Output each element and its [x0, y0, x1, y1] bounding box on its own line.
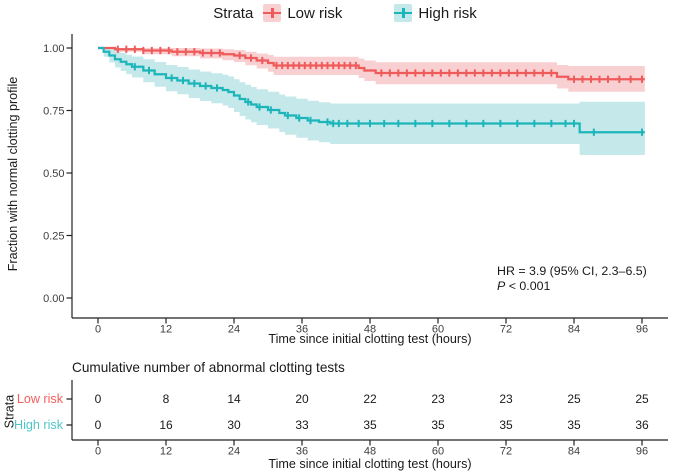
- svg-text:72: 72: [500, 324, 512, 336]
- svg-text:36: 36: [296, 446, 308, 458]
- svg-text:35: 35: [499, 418, 513, 432]
- risk-table-strata-axis-title: Strata: [2, 394, 17, 429]
- svg-text:12: 12: [160, 446, 172, 458]
- svg-text:35: 35: [567, 418, 581, 432]
- risk-table-row-ticks: [66, 398, 72, 426]
- svg-text:22: 22: [363, 392, 377, 406]
- risk-table-title: Cumulative number of abnormal clotting t…: [72, 360, 345, 375]
- hr-annotation: HR = 3.9 (95% CI, 2.3–6.5) P < 0.001: [497, 264, 647, 294]
- svg-text:96: 96: [636, 446, 648, 458]
- svg-text:33: 33: [295, 418, 309, 432]
- svg-text:72: 72: [500, 446, 512, 458]
- x-axis-title: Time since initial clotting test (hours): [268, 332, 472, 346]
- legend-item-low-risk[interactable]: Low risk: [263, 4, 342, 22]
- svg-text:48: 48: [364, 324, 376, 336]
- svg-text:0.75: 0.75: [43, 106, 64, 118]
- svg-text:84: 84: [568, 446, 580, 458]
- svg-text:25: 25: [567, 392, 581, 406]
- legend-item-label: Low risk: [287, 4, 343, 22]
- svg-text:35: 35: [431, 418, 445, 432]
- censor-ticks-low-risk: [116, 45, 643, 83]
- legend-item-label: High risk: [418, 4, 477, 22]
- svg-text:0: 0: [95, 392, 102, 406]
- risk-table-row-label-high-risk: High risk: [14, 418, 63, 432]
- risk-table-row-values-high-risk: 0 16 30 33 35 35 35 35 36: [95, 418, 649, 432]
- svg-text:23: 23: [499, 392, 513, 406]
- svg-text:0: 0: [95, 418, 102, 432]
- svg-text:1.00: 1.00: [43, 43, 64, 55]
- svg-text:84: 84: [568, 324, 580, 336]
- svg-text:24: 24: [228, 446, 240, 458]
- svg-text:25: 25: [635, 392, 649, 406]
- svg-text:0: 0: [95, 446, 101, 458]
- svg-text:36: 36: [635, 418, 649, 432]
- svg-text:14: 14: [227, 392, 241, 406]
- svg-text:8: 8: [163, 392, 170, 406]
- risk-table-x-axis-title: Time since initial clotting test (hours): [268, 457, 472, 471]
- risk-table-row-label-low-risk: Low risk: [16, 392, 63, 406]
- low-risk-key-icon: [263, 4, 282, 22]
- svg-text:35: 35: [363, 418, 377, 432]
- svg-text:20: 20: [295, 392, 309, 406]
- svg-text:30: 30: [227, 418, 241, 432]
- y-axis-title: Fraction with normal clotting profile: [6, 76, 20, 272]
- svg-text:0.25: 0.25: [43, 231, 64, 243]
- legend: Strata Low risk High risk: [0, 2, 690, 24]
- svg-text:48: 48: [364, 446, 376, 458]
- svg-text:96: 96: [636, 324, 648, 336]
- hr-annotation-line2: P < 0.001: [497, 279, 551, 293]
- legend-title: Strata: [213, 4, 254, 22]
- legend-item-high-risk[interactable]: High risk: [394, 4, 477, 22]
- svg-text:23: 23: [431, 392, 445, 406]
- svg-text:24: 24: [228, 324, 240, 336]
- y-axis-ticks: 0.00 0.25 0.50 0.75 1.00: [43, 43, 72, 305]
- ci-band-high-risk: [98, 48, 645, 155]
- svg-text:0: 0: [95, 324, 101, 336]
- svg-text:0.00: 0.00: [43, 293, 64, 305]
- survival-curve-low-risk: [98, 46, 645, 81]
- svg-text:0.50: 0.50: [43, 168, 64, 180]
- svg-text:60: 60: [432, 324, 444, 336]
- svg-text:16: 16: [159, 418, 173, 432]
- x-axis-ticks: 0 0 12 12 24 24 36 36 48 48 60 60 72 72 84 84 96 96: [95, 318, 648, 458]
- svg-text:60: 60: [432, 446, 444, 458]
- hr-annotation-line1: HR = 3.9 (95% CI, 2.3–6.5): [497, 264, 647, 278]
- svg-text:36: 36: [296, 324, 308, 336]
- svg-text:12: 12: [160, 324, 172, 336]
- axis-lines: [71, 34, 668, 441]
- survival-curve-high-risk: [98, 46, 645, 134]
- risk-table-row-values-low-risk: 0 8 14 20 22 23 23 25 25: [95, 392, 649, 406]
- censor-ticks-high-risk: [133, 63, 643, 136]
- high-risk-key-icon: [394, 4, 413, 22]
